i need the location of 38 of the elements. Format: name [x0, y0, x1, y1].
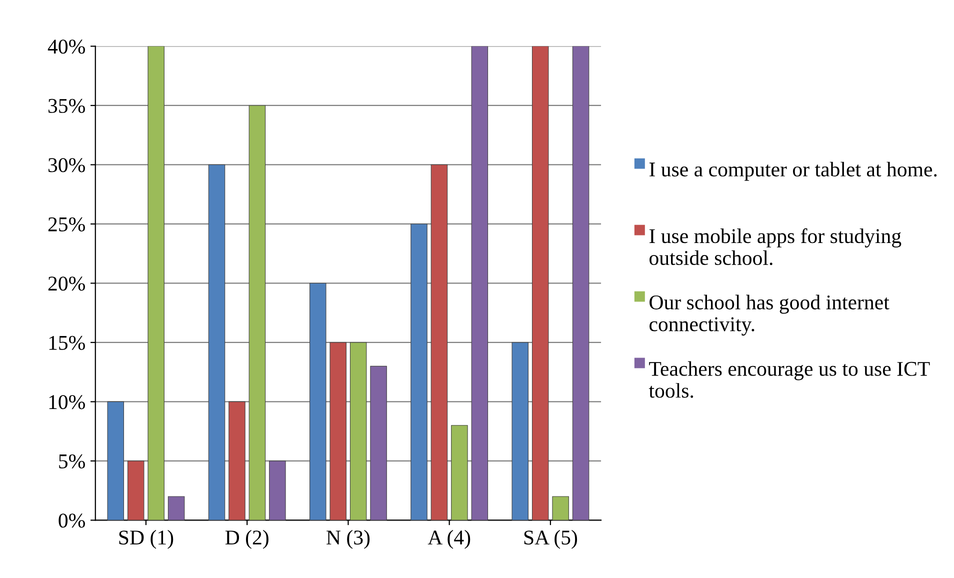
bar	[410, 224, 428, 520]
legend-label: Our school has good internet connectivity.	[650, 294, 890, 336]
bar	[248, 105, 266, 520]
bar	[512, 342, 528, 520]
bar	[572, 46, 590, 520]
bar	[208, 164, 226, 520]
bar	[451, 425, 468, 520]
bar	[148, 46, 164, 520]
bar	[370, 366, 387, 520]
bar	[269, 460, 286, 520]
y-tick-label: 40%	[48, 40, 85, 54]
legend-label: Teachers encourage us to use ICT tools.	[648, 361, 930, 398]
x-tick-label: N (3)	[326, 530, 370, 549]
x-tick-label: SD (1)	[119, 530, 174, 549]
y-tick-label: 30%	[48, 158, 85, 172]
bar	[310, 282, 326, 520]
y-tick-label: 0%	[58, 514, 85, 528]
legend-label: I use a computer or tablet at home.	[649, 162, 937, 181]
bar	[430, 164, 448, 520]
bar	[127, 460, 144, 520]
y-tick-label: 35%	[48, 98, 85, 113]
y-tick-label: 25%	[48, 217, 85, 232]
y-tick-label: 10%	[49, 395, 85, 410]
x-tick-label: SA (5)	[524, 530, 578, 549]
bar	[228, 401, 246, 520]
x-tick-label: A (4)	[428, 530, 470, 549]
bar	[107, 401, 124, 520]
y-tick-label: 15%	[49, 336, 85, 350]
x-tick-label: D (2)	[225, 530, 268, 549]
bar	[168, 496, 185, 520]
legend-label: I use mobile apps for studying outside school.	[649, 228, 902, 266]
bar	[532, 46, 549, 520]
y-tick-label: 5%	[59, 454, 85, 468]
bar	[471, 46, 488, 520]
y-tick-label: 20%	[48, 276, 85, 291]
bar	[350, 342, 367, 520]
bar	[330, 342, 346, 520]
bar	[552, 496, 569, 520]
